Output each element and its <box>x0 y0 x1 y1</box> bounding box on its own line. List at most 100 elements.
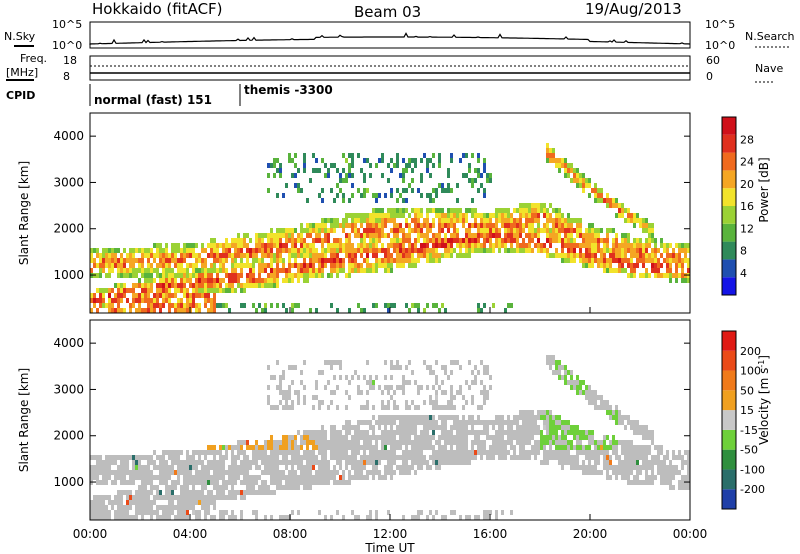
velocity-cell <box>138 485 141 490</box>
velocity-cell <box>165 450 168 455</box>
power-cell <box>606 238 609 243</box>
power-cell <box>408 243 411 248</box>
velocity-cell <box>186 460 189 465</box>
power-cell <box>318 263 321 268</box>
power-cell <box>561 228 564 233</box>
power-cell <box>459 213 462 218</box>
power-cell <box>672 258 675 263</box>
power-cell <box>597 193 600 198</box>
velocity-cell <box>345 455 348 460</box>
velocity-cell <box>387 385 390 390</box>
power-ylabel: Slant Range [km] <box>17 161 31 265</box>
velocity-cell <box>222 495 225 500</box>
power-cell <box>390 193 393 198</box>
power-cell <box>165 243 168 248</box>
velocity-cell <box>153 450 156 455</box>
power-cell <box>168 303 171 308</box>
velocity-cell <box>324 360 327 365</box>
power-cell <box>339 178 342 183</box>
velocity-cell <box>135 515 138 520</box>
velocity-cell <box>555 365 558 370</box>
velocity-cell <box>579 380 582 385</box>
velocity-cell <box>291 465 294 470</box>
velocity-cell <box>405 445 408 450</box>
power-cell <box>366 188 369 193</box>
velocity-cell <box>111 505 114 510</box>
power-cell <box>516 223 519 228</box>
velocity-cell <box>138 460 141 465</box>
velocity-cell <box>318 470 321 475</box>
velocity-cell <box>678 470 681 475</box>
power-cell <box>423 223 426 228</box>
velocity-cell <box>552 415 555 420</box>
velocity-cell <box>606 400 609 405</box>
freq-tick-bottom: 8 <box>63 70 70 83</box>
power-cell <box>225 268 228 273</box>
power-cell <box>534 203 537 208</box>
power-cell <box>279 173 282 178</box>
power-cell <box>249 238 252 243</box>
velocity-cell <box>147 500 150 505</box>
power-cell <box>426 258 429 263</box>
velocity-cell <box>357 465 360 470</box>
power-cell <box>462 223 465 228</box>
power-cell <box>384 263 387 268</box>
velocity-cell <box>681 480 684 485</box>
power-cell <box>129 248 132 253</box>
velocity-cell <box>414 380 417 385</box>
power-cell <box>549 148 552 153</box>
velocity-cell <box>297 465 300 470</box>
power-cell <box>366 158 369 163</box>
velocity-cell <box>240 450 243 455</box>
velocity-cell <box>522 420 525 425</box>
power-cell <box>552 158 555 163</box>
velocity-cell <box>264 480 267 485</box>
velocity-cell <box>558 415 561 420</box>
power-cell <box>240 243 243 248</box>
power-cell <box>345 223 348 228</box>
power-cell <box>396 238 399 243</box>
velocity-cell <box>225 450 228 455</box>
power-cell <box>330 253 333 258</box>
power-cell <box>465 218 468 223</box>
power-cell <box>390 268 393 273</box>
velocity-cell <box>426 515 429 520</box>
velocity-cell <box>276 475 279 480</box>
velocity-cell <box>621 475 624 480</box>
velocity-cell <box>177 505 180 510</box>
velocity-cell <box>303 395 306 400</box>
velocity-cell <box>375 445 378 450</box>
velocity-cell <box>615 410 618 415</box>
velocity-cell <box>414 435 417 440</box>
velocity-cell <box>522 440 525 445</box>
power-cell <box>471 208 474 213</box>
velocity-cell <box>219 510 222 515</box>
power-cell <box>333 228 336 233</box>
power-cell <box>573 248 576 253</box>
velocity-cell <box>408 440 411 445</box>
velocity-cell <box>198 450 201 455</box>
velocity-cell <box>519 415 522 420</box>
power-cell <box>369 163 372 168</box>
velocity-cell <box>360 435 363 440</box>
velocity-cell <box>180 450 183 455</box>
power-cell <box>90 308 93 313</box>
power-cell <box>174 243 177 248</box>
power-cell <box>450 248 453 253</box>
velocity-cell <box>489 450 492 455</box>
velocity-cell <box>576 455 579 460</box>
power-cell <box>360 248 363 253</box>
power-cell <box>378 228 381 233</box>
power-cell <box>396 188 399 193</box>
power-cell <box>423 253 426 258</box>
velocity-cell <box>468 360 471 365</box>
velocity-cell <box>264 460 267 465</box>
velocity-cell <box>306 460 309 465</box>
power-cell <box>348 223 351 228</box>
velocity-cell <box>114 515 117 520</box>
velocity-cell <box>222 515 225 520</box>
power-cell <box>627 213 630 218</box>
velocity-cell <box>213 495 216 500</box>
velocity-cell <box>459 460 462 465</box>
power-cell <box>165 248 168 253</box>
